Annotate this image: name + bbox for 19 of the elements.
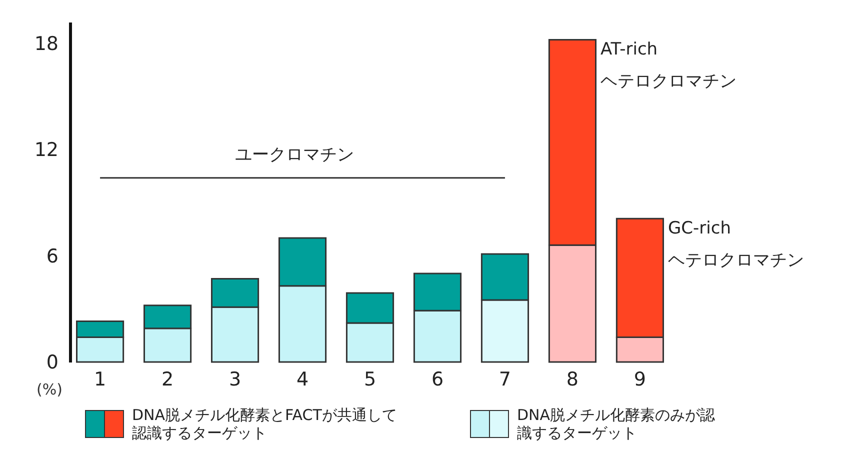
x-tick-label: 5 (364, 368, 376, 390)
legend-label: DNA脱メチル化酵素とFACTが共通して認識するターゲット (132, 406, 398, 442)
y-tick-label: 6 (46, 245, 58, 268)
y-tick-label: 0 (46, 352, 58, 374)
x-tick-label: 9 (634, 368, 646, 390)
annotation: AT-rich ヘテロクロマチン (600, 40, 736, 92)
annotation: ユークロマチン (235, 144, 354, 165)
x-tick-label: 3 (228, 368, 242, 390)
x-tick-label: 6 (431, 368, 444, 390)
y-tick-label: 12 (34, 139, 58, 161)
annotation: GC-rich ヘテロクロマチン (668, 218, 804, 271)
x-tick-label: 1 (94, 368, 106, 390)
y-tick-label: 18 (34, 32, 58, 55)
x-tick-label: 4 (296, 368, 309, 390)
legend-label: DNA脱メチル化酵素のみが認識するターゲット (517, 406, 716, 442)
x-tick-label: 7 (498, 368, 512, 390)
y-axis-title: (%) (36, 380, 62, 398)
x-tick-label: 8 (566, 368, 579, 390)
x-tick-label: 2 (161, 368, 174, 390)
